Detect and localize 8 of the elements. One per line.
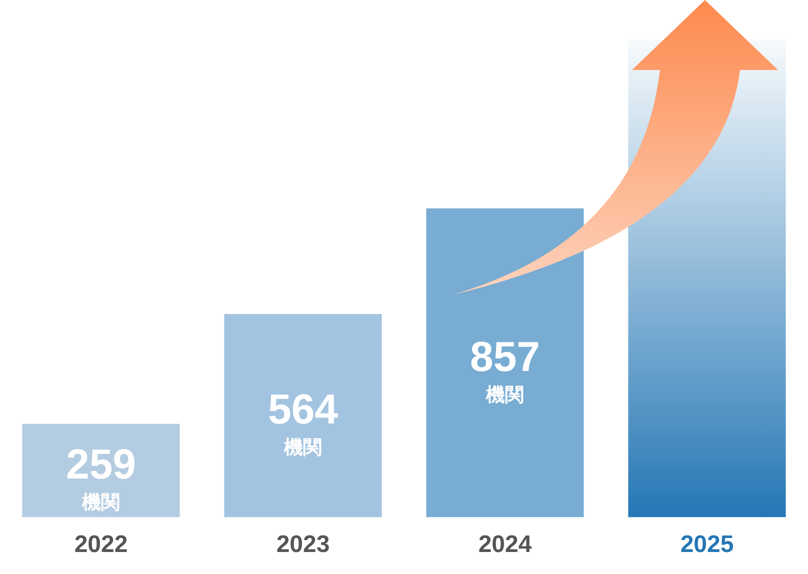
x-tick-label: 2022	[74, 531, 128, 558]
x-tick-label: 2023	[276, 531, 330, 558]
bar	[224, 314, 382, 518]
x-tick-label: 2025	[680, 531, 734, 558]
x-tick-label: 2024	[478, 531, 532, 558]
data-label: 259 機関	[66, 440, 136, 514]
data-label: 857 機関	[470, 332, 540, 406]
data-label: 564 機関	[268, 386, 339, 459]
